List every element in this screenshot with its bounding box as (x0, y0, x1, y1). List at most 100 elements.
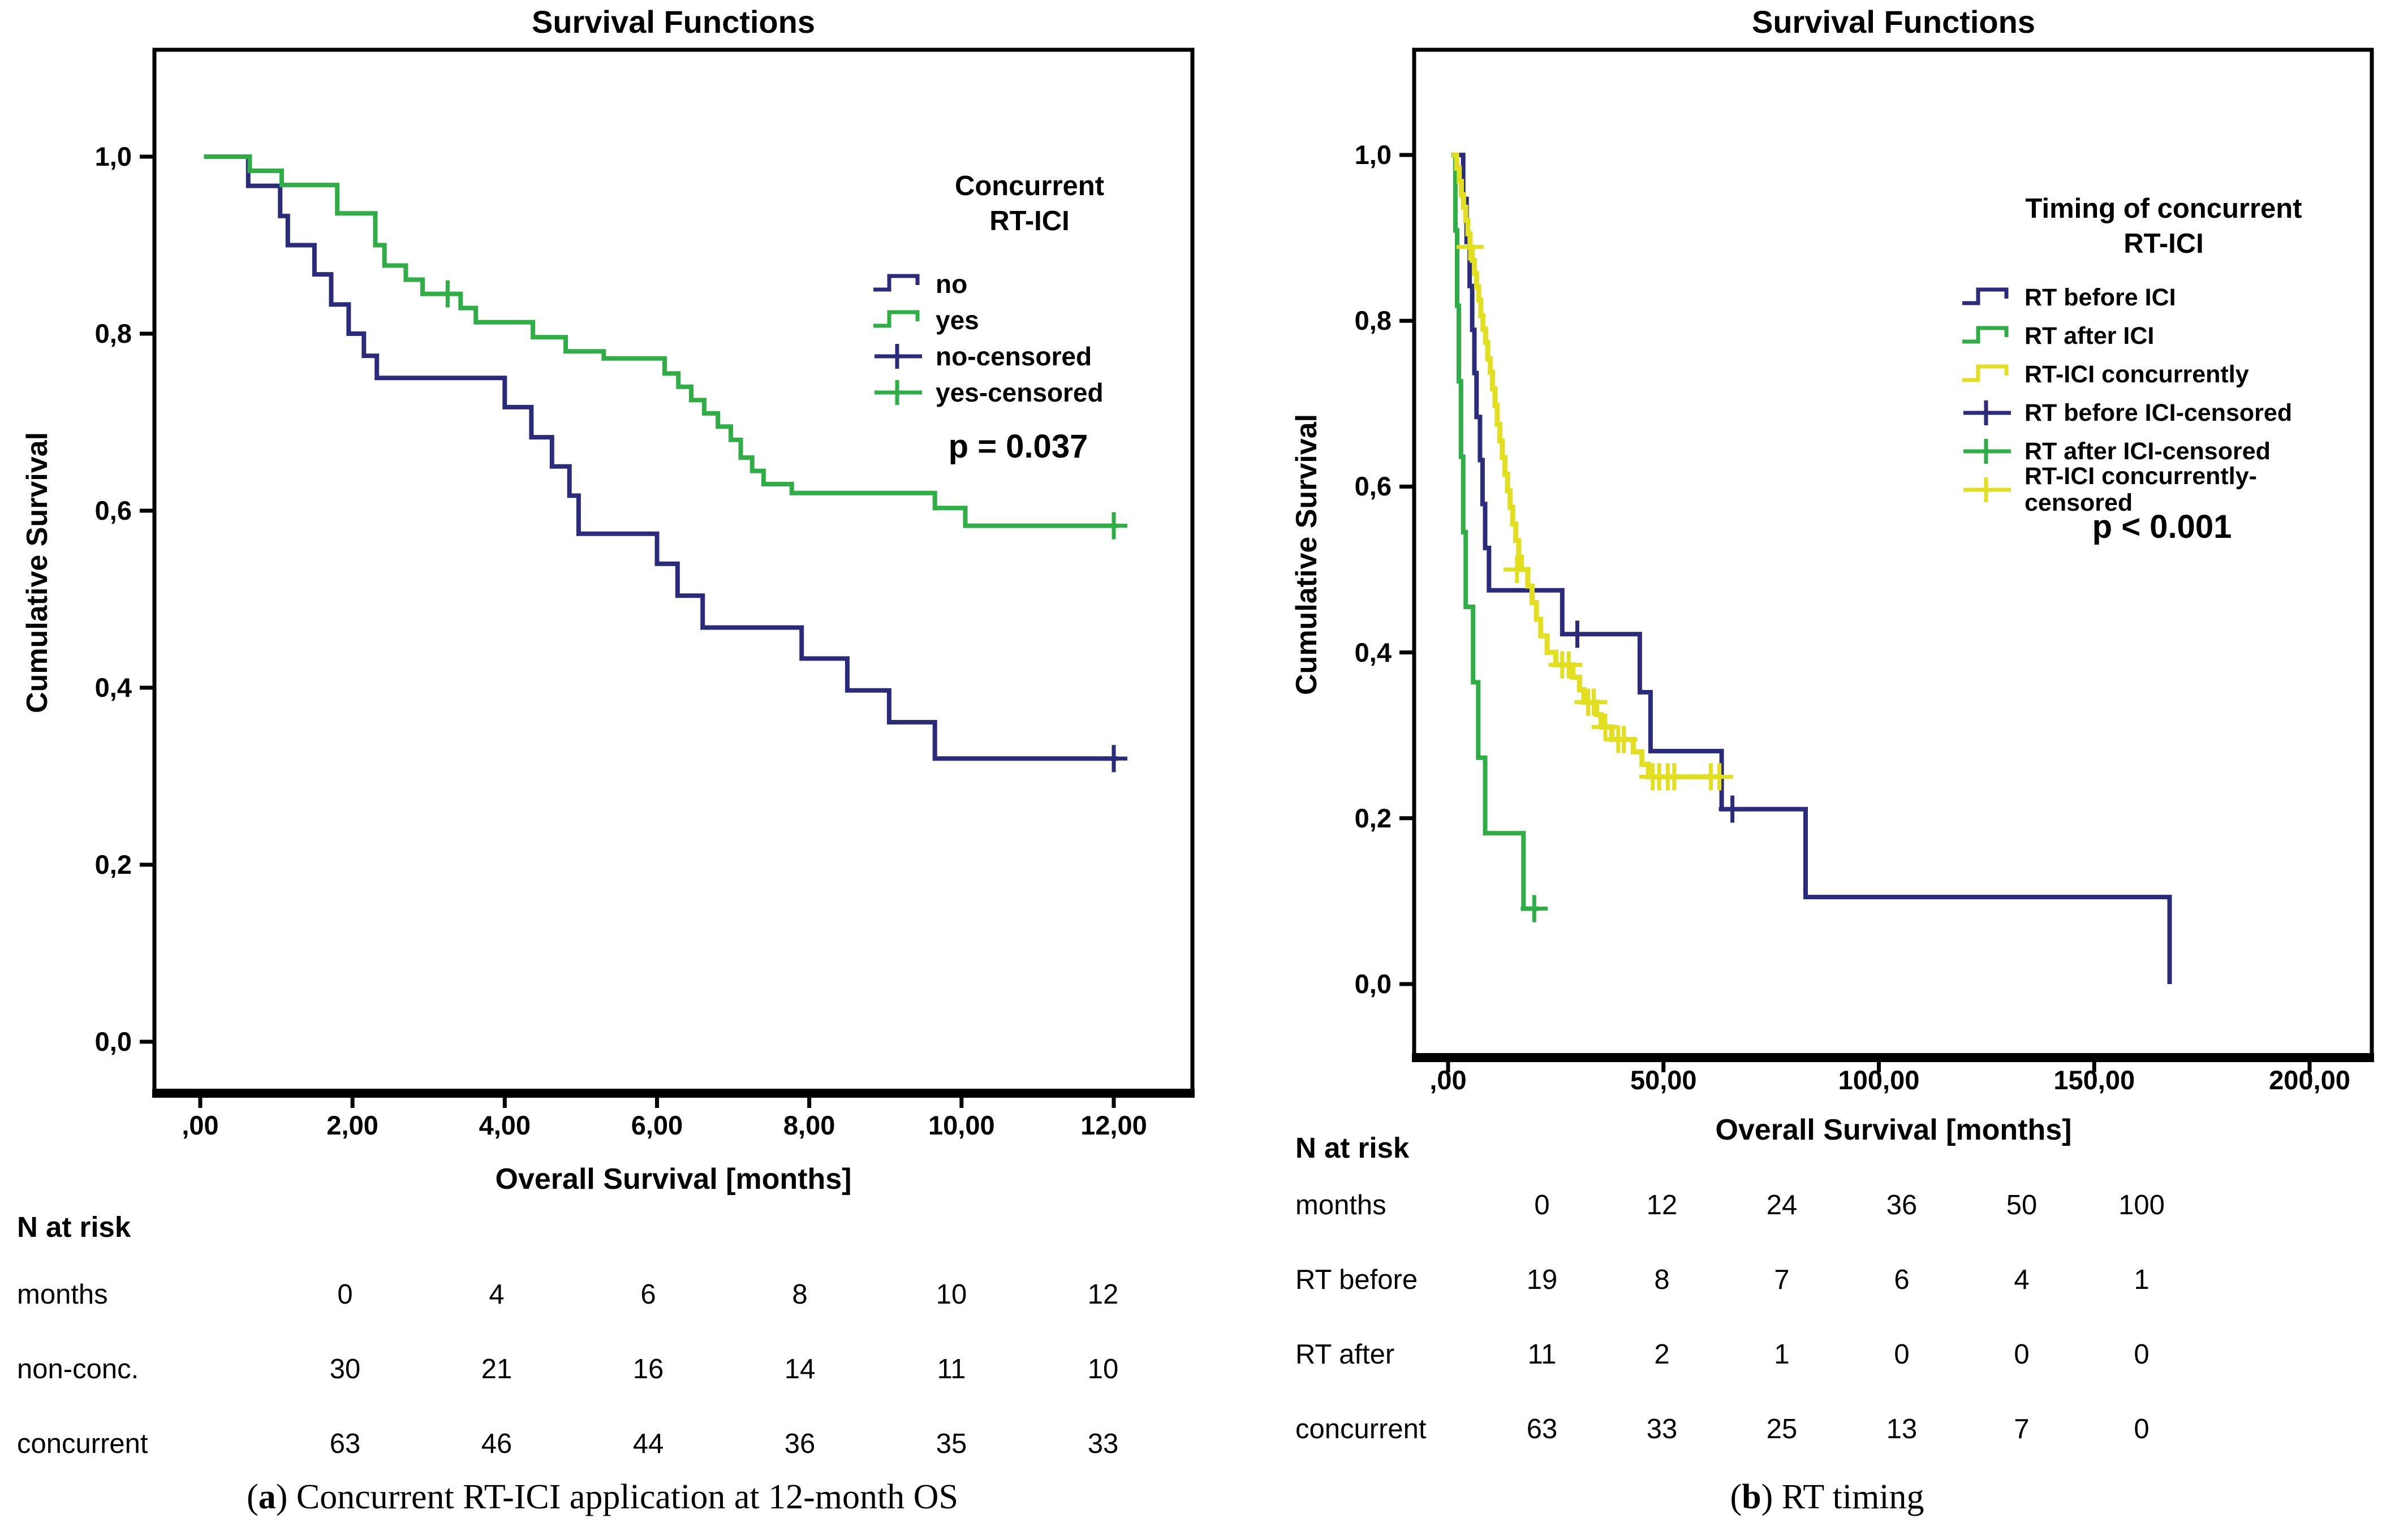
chart-b-title: Survival Functions (1752, 4, 2035, 40)
risk-value: 50 (2006, 1190, 2038, 1220)
legend-item-label: RT-ICI concurrently (2025, 360, 2249, 388)
legend-item-label: RT before ICI-censored (2025, 399, 2293, 426)
legend-item-label: yes-censored (936, 378, 1104, 407)
chart-a-n-at-risk-label: N at risk (17, 1211, 131, 1243)
risk-value: 11 (937, 1354, 966, 1384)
risk-value: 33 (1087, 1429, 1119, 1459)
risk-table-row: months 0 4 6 8 10 12 (17, 1277, 1182, 1312)
chart-a-p-value: p = 0.037 (948, 428, 1088, 465)
x-tick-label: 2,00 (326, 1110, 378, 1140)
caption-a: (a) Concurrent RT-ICI application at 12-… (247, 1478, 958, 1516)
y-tick-label: 0,0 (1354, 969, 1392, 999)
risk-value: 8 (1654, 1265, 1670, 1295)
risk-value: 0 (337, 1279, 353, 1310)
legend-item: RT after ICI-censored (1960, 432, 2367, 471)
legend-item: yes (871, 302, 1188, 338)
y-tick-label: 0,8 (1354, 305, 1392, 336)
risk-value: 0 (2134, 1339, 2150, 1370)
risk-value: 7 (1774, 1265, 1790, 1295)
chart-b-legend: Timing of concurrent RT-ICI RT before IC… (1960, 191, 2367, 516)
risk-value: 1 (2134, 1265, 2150, 1295)
x-tick-label: 50,00 (1630, 1065, 1697, 1095)
risk-value: 10 (936, 1279, 967, 1310)
km-curve-rt-after-ici (1451, 153, 1539, 911)
legend-item: RT before ICI-censored (1960, 394, 2367, 432)
risk-value: 6 (640, 1279, 656, 1310)
risk-row-label: concurrent (17, 1429, 148, 1459)
x-tick-label: ,00 (182, 1110, 219, 1140)
x-tick-label: 6,00 (631, 1110, 683, 1140)
risk-value: 30 (329, 1354, 361, 1384)
chart-a-risk-table: months 0 4 6 8 10 12 non-conc. 30 21 16 14 11 10 concu… (17, 1277, 1182, 1501)
legend-item: no (871, 266, 1188, 302)
risk-value: 2 (1654, 1339, 1670, 1370)
chart-b-x-axis-label: Overall Survival [months] (1715, 1114, 2072, 1146)
chart-a-title: Survival Functions (532, 4, 815, 40)
legend-item-label: no (936, 269, 968, 299)
legend-item: RT after ICI (1960, 317, 2367, 355)
legend-item-label: RT after ICI (2025, 322, 2155, 350)
y-tick-label: 1,0 (1354, 140, 1392, 170)
risk-value: 13 (1886, 1414, 1918, 1444)
chart-b-legend-title: Timing of concurrent RT-ICI (2025, 193, 2302, 259)
risk-value: 11 (1527, 1339, 1557, 1370)
risk-value: 63 (329, 1429, 361, 1459)
km-curve-no (204, 154, 1118, 761)
censor-plus-icon (875, 380, 922, 405)
risk-row-label: RT before (1295, 1265, 1418, 1295)
y-tick-label: 1,0 (94, 141, 132, 171)
risk-value: 33 (1646, 1414, 1678, 1444)
risk-value: 4 (2014, 1265, 2030, 1295)
risk-value: 44 (632, 1429, 664, 1459)
censor-plus-icon (1963, 400, 2011, 425)
censor-plus-icon (1963, 477, 2011, 502)
x-tick-label: 12,00 (1080, 1110, 1147, 1140)
risk-table-row: non-conc. 30 21 16 14 11 10 (17, 1352, 1182, 1387)
legend-item-label: yes (936, 305, 979, 335)
risk-row-label: months (1295, 1190, 1386, 1220)
x-tick-label: 200,00 (2269, 1065, 2350, 1095)
risk-table-row: concurrent 63 46 44 36 35 33 (17, 1426, 1182, 1461)
risk-value: 21 (481, 1354, 512, 1384)
chart-a-legend-title: Concurrent RT-ICI (954, 171, 1105, 236)
x-tick-label: 10,00 (928, 1110, 995, 1140)
legend-item: RT before ICI (1960, 278, 2367, 317)
risk-table-row: RT after 11 2 1 0 0 0 (1295, 1337, 2206, 1372)
risk-value: 1 (1774, 1339, 1790, 1370)
x-tick-label: 8,00 (783, 1110, 835, 1140)
y-tick-label: 0,6 (94, 495, 132, 525)
risk-value: 35 (936, 1429, 967, 1459)
y-tick-label: 0,4 (1354, 637, 1392, 667)
risk-row-label: concurrent (1295, 1414, 1427, 1444)
legend-item: RT-ICI concurrently-censored (1960, 463, 2367, 516)
chart-a-legend: Concurrent RT-ICI no yes no-censored yes-ce… (871, 169, 1188, 411)
risk-value: 0 (2134, 1414, 2150, 1444)
risk-value: 19 (1526, 1265, 1558, 1295)
chart-a-y-axis-label: Cumulative Survival (21, 432, 54, 713)
step-line-icon (873, 310, 920, 328)
risk-value: 0 (2014, 1339, 2030, 1370)
chart-b-y-axis-label: Cumulative Survival (1290, 413, 1323, 695)
x-tick-label: 150,00 (2053, 1065, 2135, 1095)
risk-value: 36 (784, 1429, 816, 1459)
censor-plus-icon (875, 344, 922, 369)
risk-table-row: RT before 19 8 7 6 4 1 (1295, 1262, 2206, 1297)
legend-item-label: RT before ICI (2025, 283, 2176, 311)
step-line-icon (873, 274, 920, 292)
censor-plus-icon (1963, 439, 2011, 464)
risk-value: 8 (792, 1279, 808, 1310)
risk-row-label: months (17, 1279, 108, 1310)
y-tick-label: 0,6 (1354, 471, 1392, 502)
legend-item-label: no-censored (936, 342, 1092, 371)
risk-value: 100 (2118, 1190, 2165, 1220)
y-tick-label: 0,4 (94, 672, 132, 702)
risk-value: 0 (1894, 1339, 1910, 1370)
chart-b-n-at-risk-label: N at risk (1295, 1132, 1410, 1164)
legend-item: yes-censored (871, 374, 1188, 411)
risk-value: 7 (2014, 1414, 2030, 1444)
legend-item-label: RT-ICI concurrently-censored (2025, 463, 2257, 516)
risk-value: 63 (1526, 1414, 1558, 1444)
risk-table-row: months 0 12 24 36 50 100 (1295, 1188, 2206, 1223)
